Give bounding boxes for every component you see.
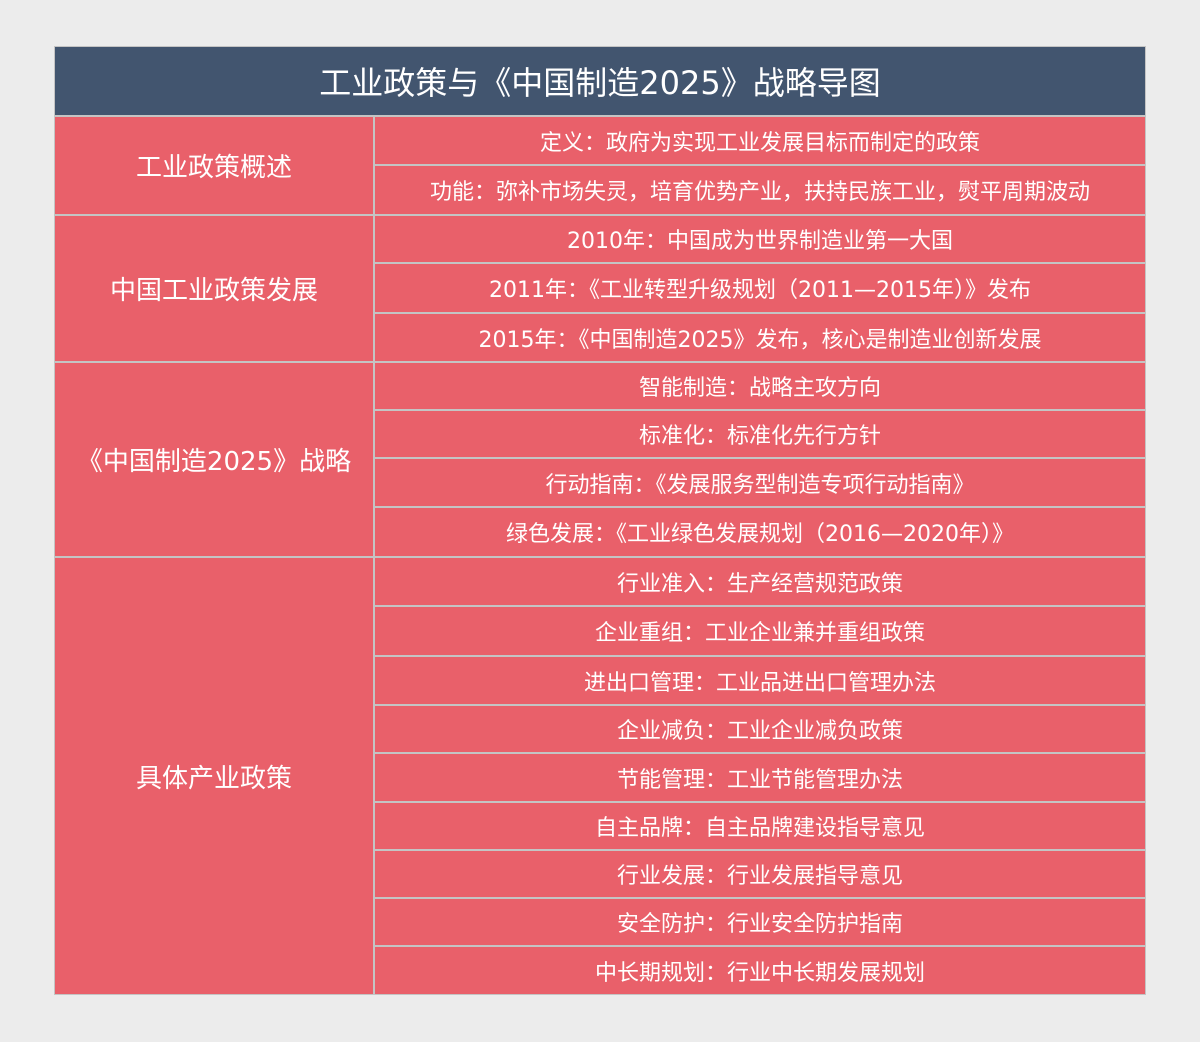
- leaf-node: 功能：弥补市场失灵，培育优势产业，扶持民族工业，熨平周期波动: [375, 166, 1145, 214]
- category-node: 《中国制造2025》战略: [55, 363, 373, 556]
- leaf-node: 2011年：《工业转型升级规划（2011—2015年）》发布: [375, 264, 1145, 312]
- leaf-node: 行动指南：《发展服务型制造专项行动指南》: [375, 459, 1145, 506]
- leaf-node: 2010年：中国成为世界制造业第一大国: [375, 216, 1145, 262]
- leaf-node: 标准化：标准化先行方针: [375, 411, 1145, 457]
- leaf-node: 企业减负：工业企业减负政策: [375, 706, 1145, 752]
- leaf-node: 安全防护：行业安全防护指南: [375, 899, 1145, 945]
- leaf-node: 定义：政府为实现工业发展目标而制定的政策: [375, 117, 1145, 164]
- leaf-node: 中长期规划：行业中长期发展规划: [375, 947, 1145, 994]
- leaf-node: 行业准入：生产经营规范政策: [375, 558, 1145, 605]
- leaf-node: 智能制造：战略主攻方向: [375, 363, 1145, 409]
- category-node: 工业政策概述: [55, 117, 373, 214]
- leaf-node: 行业发展：行业发展指导意见: [375, 851, 1145, 897]
- leaf-node: 2015年：《中国制造2025》发布，核心是制造业创新发展: [375, 314, 1145, 361]
- leaf-node: 企业重组：工业企业兼并重组政策: [375, 607, 1145, 655]
- category-node: 具体产业政策: [55, 558, 373, 994]
- map-grid: 工业政策概述 定义：政府为实现工业发展目标而制定的政策 功能：弥补市场失灵，培育优势…: [55, 117, 1145, 994]
- leaf-node: 进出口管理：工业品进出口管理办法: [375, 657, 1145, 704]
- category-node: 中国工业政策发展: [55, 216, 373, 361]
- map-title: 工业政策与《中国制造2025》战略导图: [55, 47, 1145, 117]
- leaf-node: 自主品牌：自主品牌建设指导意见: [375, 803, 1145, 849]
- mind-map-table: 工业政策与《中国制造2025》战略导图 工业政策概述 定义：政府为实现工业发展目标…: [54, 46, 1146, 995]
- leaf-node: 节能管理：工业节能管理办法: [375, 754, 1145, 801]
- leaf-node: 绿色发展：《工业绿色发展规划（2016—2020年）》: [375, 508, 1145, 556]
